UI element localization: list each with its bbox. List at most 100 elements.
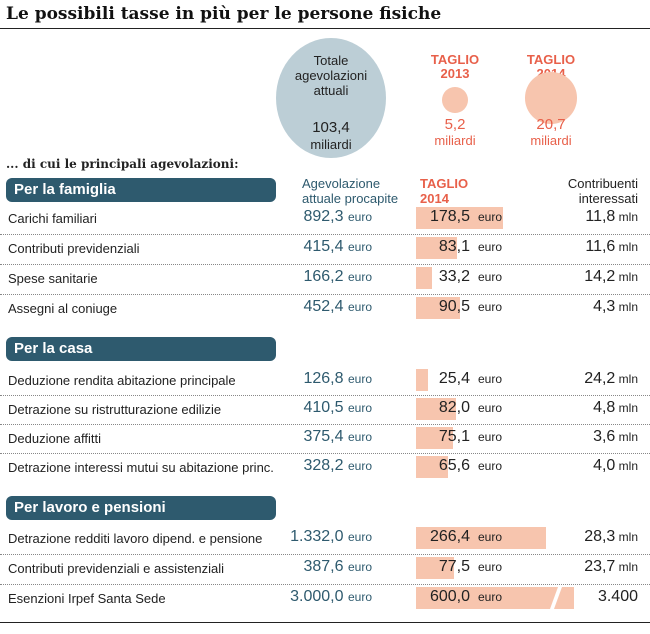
procapite-unit: euro (347, 270, 372, 284)
taglio-unit: euro (478, 459, 503, 473)
procapite-unit: euro (347, 372, 372, 386)
row-divider (0, 234, 650, 235)
taglio-value: 266,4 euro (426, 528, 502, 546)
procapite-value: 410,5 euro (303, 399, 372, 417)
procapite-unit: euro (347, 300, 372, 314)
procapite-number: 387,6 (303, 558, 348, 575)
row-divider (0, 395, 650, 396)
taglio-number: 83,1 (438, 238, 470, 255)
contribuenti-number: 4,8 (593, 399, 616, 416)
taglio-unit: euro (478, 590, 503, 604)
procapite-number: 3.000,0 (290, 588, 348, 605)
col-taglio-h2: 2014 (420, 191, 449, 206)
taglio-number: 82,0 (438, 399, 470, 416)
taglio-value: 75,1 euro (426, 428, 502, 446)
contribuenti-unit: mln (615, 530, 638, 544)
procapite-number: 1.332,0 (290, 528, 348, 545)
contribuenti-unit: mln (615, 240, 638, 254)
procapite-unit: euro (347, 560, 372, 574)
contribuenti-number: 11,8 (585, 208, 616, 225)
taglio-value: 90,5 euro (426, 298, 502, 316)
procapite-value: 415,4 euro (303, 238, 372, 256)
procapite-value: 3.000,0 euro (290, 588, 372, 606)
taglio-unit: euro (478, 270, 503, 284)
taglio-unit: euro (478, 210, 503, 224)
section-header: Per la famiglia (6, 178, 276, 202)
procapite-value: 375,4 euro (303, 428, 372, 446)
contribuenti-unit: mln (615, 401, 638, 415)
procapite-value: 126,8 euro (303, 370, 372, 388)
taglio2014-label1: TAGLIO (526, 52, 576, 67)
total-label: Totale agevolazioni attuali (294, 53, 368, 98)
contribuenti-number: 28,3 (584, 528, 616, 545)
row-label: Detrazione interessi mutui su abitazione… (8, 460, 274, 475)
col-taglio-h1: TAGLIO (420, 176, 469, 191)
procapite-value: 1.332,0 euro (290, 528, 372, 546)
taglio2013-unit: miliardi (434, 133, 476, 148)
taglio-bar (416, 585, 574, 611)
contribuenti-value: 3,6 mln (548, 428, 638, 446)
row-label: Carichi familiari (8, 211, 97, 226)
procapite-number: 415,4 (303, 238, 348, 255)
taglio2014-value: 20,7 (536, 116, 566, 133)
taglio-unit: euro (478, 401, 503, 415)
procapite-number: 452,4 (303, 298, 348, 315)
taglio-value: 33,2 euro (426, 268, 502, 286)
contribuenti-unit: mln (615, 459, 638, 473)
row-divider (0, 554, 650, 555)
procapite-value: 166,2 euro (303, 268, 372, 286)
contribuenti-unit: mln (615, 430, 638, 444)
taglio-number: 266,4 (429, 528, 470, 545)
taglio-number: 25,4 (438, 370, 470, 387)
row-label: Spese sanitarie (8, 271, 98, 286)
taglio2014-unit: miliardi (530, 133, 572, 148)
procapite-value: 387,6 euro (303, 558, 372, 576)
taglio-number: 33,2 (438, 268, 470, 285)
taglio2013-bubble (442, 87, 468, 113)
taglio-bar (416, 369, 429, 391)
row-divider (0, 584, 650, 585)
taglio2013-value: 5,2 (444, 116, 466, 133)
taglio-unit: euro (478, 560, 503, 574)
taglio2014-bubble (525, 72, 577, 124)
taglio-number: 178,5 (429, 208, 470, 225)
taglio-value: 178,5 euro (426, 208, 502, 226)
taglio-bar (416, 456, 448, 478)
taglio-bar (416, 267, 433, 289)
bottom-divider (0, 622, 650, 623)
taglio-number: 75,1 (438, 428, 470, 445)
procapite-number: 375,4 (303, 428, 348, 445)
contribuenti-value: 24,2 mln (548, 370, 638, 388)
contribuenti-value: 4,8 mln (548, 399, 638, 417)
procapite-unit: euro (347, 459, 372, 473)
row-label: Detrazione su ristrutturazione edilizie (8, 402, 222, 417)
row-label: Assegni al coniuge (8, 301, 118, 316)
col-contr-h1: Contribuenti (567, 176, 638, 191)
contribuenti-unit: mln (615, 270, 638, 284)
row-label: Contributi previdenziali (8, 241, 140, 256)
section-header: Per lavoro e pensioni (6, 496, 276, 520)
contribuenti-value: 3.400 (548, 588, 638, 606)
contribuenti-number: 11,6 (585, 238, 616, 255)
row-label: Deduzione rendita abitazione principale (8, 373, 236, 388)
taglio-value: 77,5 euro (426, 558, 502, 576)
contribuenti-number: 3,6 (593, 428, 616, 445)
total-bubble (276, 38, 386, 158)
taglio-value: 82,0 euro (426, 399, 502, 417)
procapite-unit: euro (347, 430, 372, 444)
contribuenti-number: 4,0 (593, 457, 616, 474)
taglio-number: 90,5 (438, 298, 470, 315)
contribuenti-value: 4,3 mln (548, 298, 638, 316)
taglio-number: 65,6 (438, 457, 470, 474)
procapite-unit: euro (347, 530, 372, 544)
procapite-unit: euro (347, 210, 372, 224)
contribuenti-value: 23,7 mln (548, 558, 638, 576)
col-procapite-h2: attuale procapite (302, 191, 399, 206)
page-title: Le possibili tasse in più per le persone… (6, 4, 442, 24)
contribuenti-value: 4,0 mln (548, 457, 638, 475)
procapite-number: 166,2 (303, 268, 348, 285)
total-value: 103,4 (312, 119, 350, 136)
row-divider (0, 294, 650, 295)
taglio-unit: euro (478, 300, 503, 314)
row-divider (0, 424, 650, 425)
